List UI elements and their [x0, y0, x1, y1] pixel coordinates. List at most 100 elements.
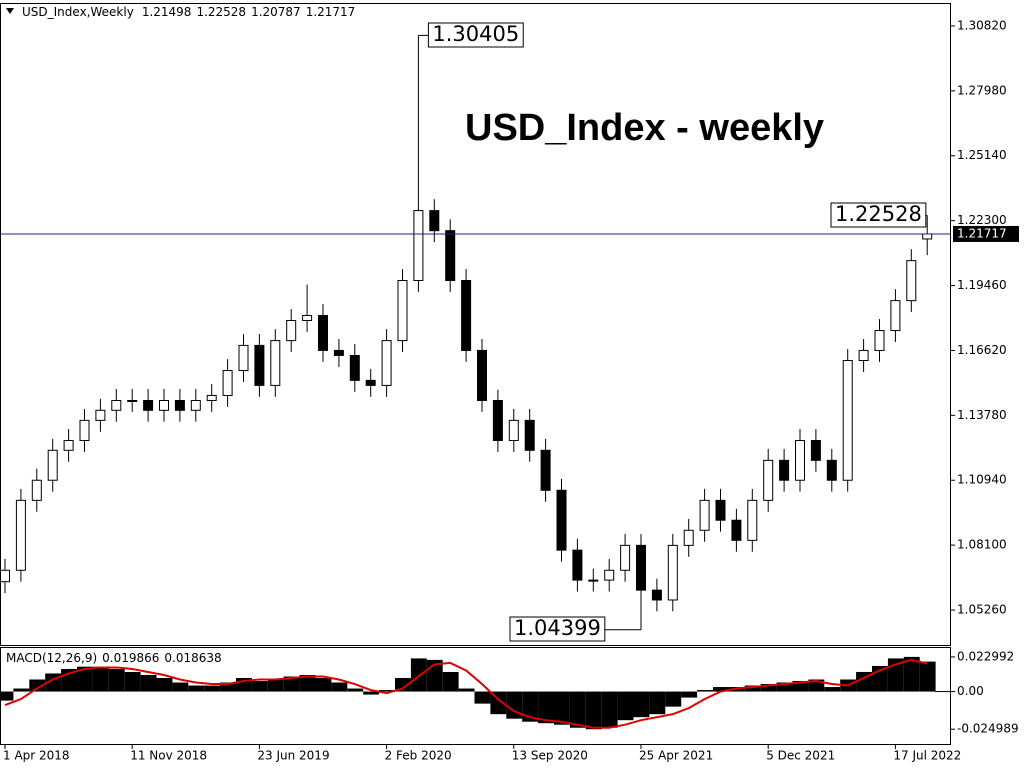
candle-body	[461, 280, 472, 351]
macd-value: 0.019866	[102, 651, 159, 665]
candle-body	[810, 439, 821, 461]
price-annotation: 1.04399	[514, 616, 601, 640]
signal-line	[4, 658, 928, 729]
y-tick-label: 1.30820	[957, 18, 1007, 32]
macd-bar	[760, 684, 777, 692]
macd-bar	[569, 691, 586, 728]
macd-bar	[220, 682, 236, 692]
candle-body	[620, 544, 631, 571]
candle-body	[47, 449, 58, 481]
macd-bar	[108, 668, 125, 692]
macd-bar	[347, 688, 364, 692]
macd-bar	[395, 677, 411, 692]
candle-body	[349, 354, 360, 381]
y-tick-label: 1.10940	[957, 473, 1007, 487]
macd-bar	[299, 674, 316, 692]
macd-bar	[0, 691, 14, 701]
annotation-leader	[604, 629, 641, 631]
macd-bar	[331, 682, 348, 692]
x-tick-label: 25 Apr 2021	[639, 749, 713, 763]
candle-body	[524, 419, 535, 451]
y-tick-label: 1.22300	[957, 213, 1007, 227]
candle-body	[477, 349, 487, 401]
candle-body	[604, 569, 615, 581]
candle-body	[143, 399, 154, 411]
macd-bar	[363, 691, 380, 695]
candle-body	[31, 479, 42, 501]
macd-bar	[140, 674, 157, 692]
x-tick-label: 1 Apr 2018	[3, 749, 70, 763]
macd-bar	[744, 685, 761, 692]
candle-body	[0, 569, 10, 583]
candle-body	[63, 439, 74, 451]
header-high: 1.22528	[196, 5, 246, 19]
macd-bar	[792, 681, 809, 692]
macd-bar	[172, 682, 189, 692]
macd-bar	[77, 666, 93, 692]
price-label: 1.21717	[957, 226, 1007, 240]
candle-body	[159, 399, 169, 411]
y-tick-label: 1.19460	[957, 278, 1007, 292]
macd-bar	[490, 691, 507, 715]
macd-bar	[681, 691, 698, 698]
y-tick-label: 1.25140	[957, 148, 1007, 162]
candle-body	[779, 459, 790, 481]
header-low: 1.20787	[251, 5, 301, 19]
macd-bar	[665, 691, 682, 707]
candle-body	[413, 210, 424, 282]
candle-body	[763, 459, 774, 501]
macd-bar	[776, 682, 793, 692]
candle-body	[731, 519, 742, 541]
macd-bar	[13, 688, 30, 692]
macd-bar	[554, 691, 570, 725]
candle-body	[588, 579, 599, 582]
candle-body	[667, 544, 678, 601]
y-tick-label: 1.27980	[957, 83, 1007, 97]
candle-body	[429, 210, 440, 232]
macd-bar	[29, 679, 46, 692]
candle-body	[190, 399, 201, 411]
header-open: 1.21498	[142, 5, 192, 19]
macd-bar	[474, 691, 491, 704]
candle-body	[445, 230, 456, 282]
candle-body	[540, 449, 551, 491]
candle-body	[302, 314, 313, 322]
candle-body	[651, 589, 662, 601]
candle-body	[238, 344, 249, 372]
candle-body	[127, 399, 138, 402]
x-tick-label: 17 Jul 2022	[893, 749, 961, 763]
y-tick-label: 1.16620	[957, 343, 1007, 357]
macd-bar	[919, 661, 936, 692]
x-tick-label: 5 Dec 2021	[766, 749, 835, 763]
candle-body	[318, 314, 328, 351]
header: USD_Index,Weekly 1.21498 1.22528 1.20787 1.2…	[22, 5, 355, 19]
candle-body	[365, 379, 376, 386]
candle-body	[254, 344, 265, 386]
menu-arrow[interactable]	[6, 8, 14, 14]
candle-body	[270, 340, 281, 386]
chart-title: USD_Index - weekly	[465, 107, 824, 149]
macd-bar	[585, 691, 602, 730]
candle-body	[636, 544, 646, 591]
candle-body	[556, 489, 567, 551]
candle-body	[858, 349, 869, 361]
candle-body	[683, 529, 694, 546]
candle-body	[111, 399, 122, 411]
macd-bar	[506, 691, 523, 719]
y-tick-label: 1.13780	[957, 408, 1007, 422]
price-annotation: 1.30405	[432, 22, 519, 46]
macd-bar	[379, 690, 395, 692]
candle-body	[286, 320, 297, 342]
macd-bar	[124, 671, 141, 692]
candle-body	[747, 499, 758, 541]
x-tick-label: 23 Jun 2019	[257, 749, 329, 763]
macd-header: MACD(12,26,9) 0.019866 0.018638	[6, 651, 222, 665]
price-annotation: 1.22528	[835, 202, 922, 226]
symbol: USD_Index,Weekly	[22, 5, 134, 19]
candle-body	[906, 260, 917, 302]
macd-bar	[315, 677, 332, 692]
macd-bar	[601, 691, 618, 728]
macd-bar	[617, 691, 634, 721]
candle-body	[333, 349, 344, 356]
candle-body	[795, 439, 805, 481]
